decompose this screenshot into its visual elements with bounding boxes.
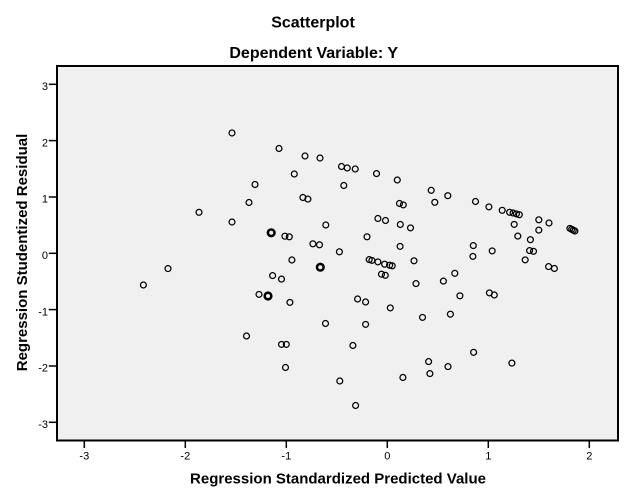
svg-text:3: 3 — [42, 81, 48, 93]
svg-text:-3: -3 — [38, 419, 48, 431]
svg-text:2: 2 — [42, 137, 48, 149]
svg-text:-2: -2 — [38, 363, 48, 375]
svg-text:Regression Standardized Predic: Regression Standardized Predicted Value — [190, 471, 486, 488]
svg-text:0: 0 — [42, 250, 48, 262]
svg-text:0: 0 — [384, 450, 390, 462]
svg-text:2: 2 — [586, 450, 592, 462]
svg-text:Regression Studentized Residua: Regression Studentized Residual — [14, 134, 31, 372]
svg-text:1: 1 — [485, 450, 491, 462]
svg-text:-2: -2 — [180, 450, 190, 462]
svg-text:1: 1 — [42, 194, 48, 206]
svg-text:Dependent Variable: Y: Dependent Variable: Y — [229, 45, 398, 62]
svg-text:Scatterplot: Scatterplot — [271, 14, 355, 31]
svg-text:-3: -3 — [79, 450, 89, 462]
svg-text:-1: -1 — [281, 450, 291, 462]
svg-text:-1: -1 — [38, 306, 48, 318]
